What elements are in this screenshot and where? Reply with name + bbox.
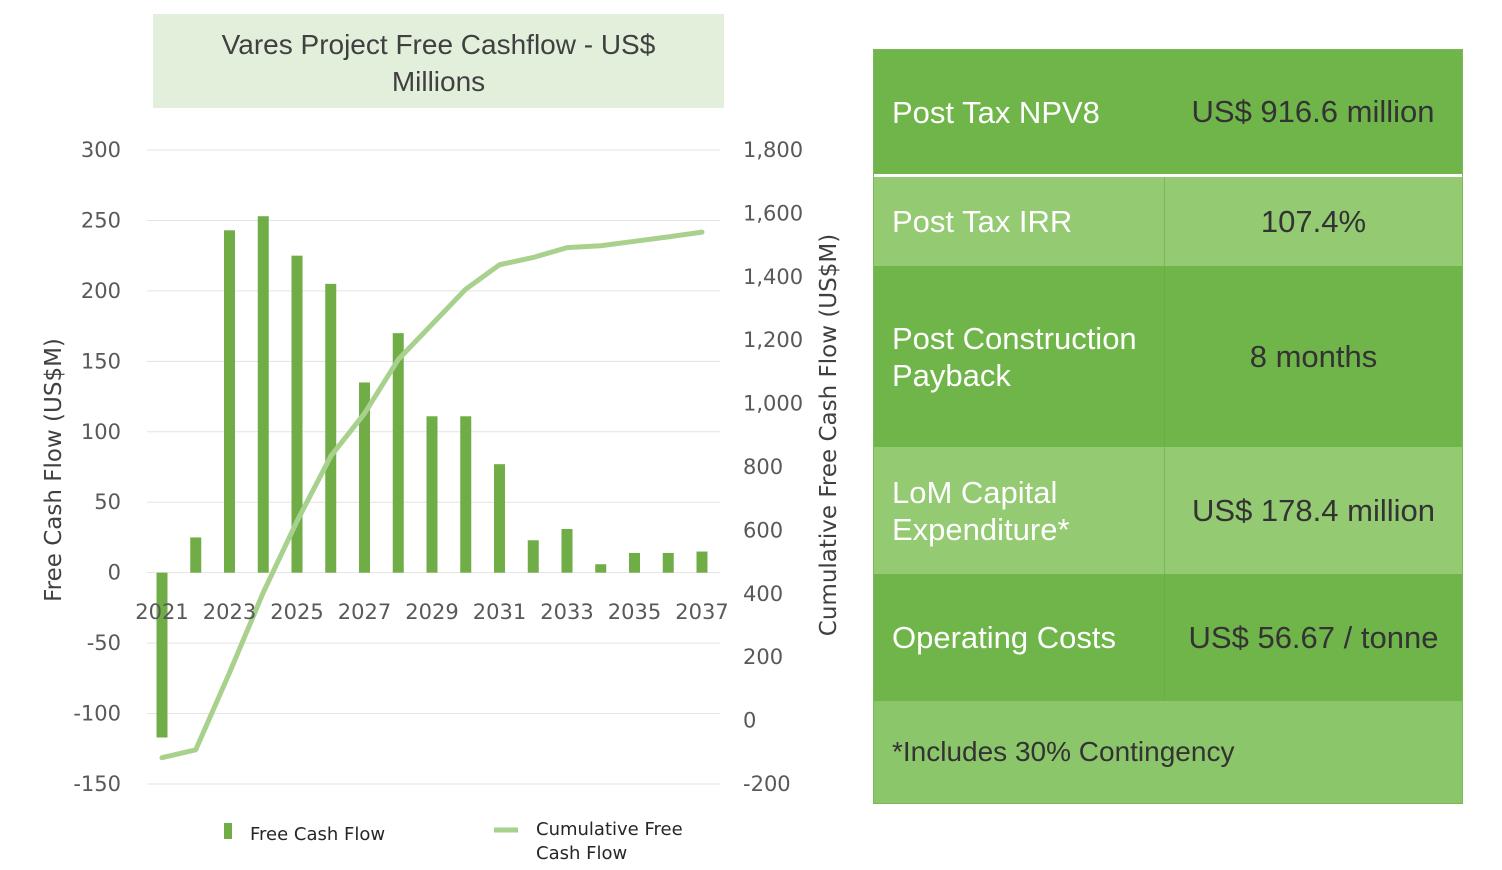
x-tick-label: 2029 — [405, 600, 458, 624]
bar-free-cash-flow-2023 — [224, 230, 235, 573]
capex-label: LoM Capital Expenditure* — [874, 447, 1164, 574]
left-tick-label: 200 — [81, 279, 121, 303]
x-tick-label: 2033 — [540, 600, 593, 624]
metric-row-irr: Post Tax IRR 107.4% — [874, 177, 1462, 266]
legend-bar-swatch — [224, 823, 232, 839]
left-tick-label: -150 — [73, 772, 121, 796]
legend: Free Cash Flow Cumulative Free Cash Flow — [224, 819, 683, 864]
left-tick-label: -100 — [73, 702, 121, 726]
bar-free-cash-flow-2032 — [527, 540, 539, 573]
metric-row-payback: Post Construction Payback 8 months — [874, 266, 1462, 447]
bar-free-cash-flow-2036 — [662, 552, 674, 573]
right-tick-label: 600 — [743, 518, 783, 542]
x-tick-label: 2035 — [608, 600, 661, 624]
line-cumulative-free-cash-flow — [159, 229, 705, 761]
npv-label: Post Tax NPV8 — [892, 94, 1100, 130]
x-tick-label: 2027 — [338, 600, 391, 624]
payback-label-line-1: Post Construction — [892, 320, 1137, 356]
contingency-footnote: *Includes 30% Contingency — [874, 701, 1462, 803]
left-tick-label: 100 — [81, 420, 121, 444]
bar-free-cash-flow-2029 — [426, 416, 438, 573]
opex-value: US$ 56.67 / tonne — [1164, 574, 1462, 701]
irr-label: Post Tax IRR — [892, 204, 1073, 239]
x-tick-label: 2021 — [135, 600, 188, 624]
right-tick-label: 800 — [743, 455, 783, 479]
legend-bar-label: Free Cash Flow — [250, 824, 385, 845]
metric-row-npv: Post Tax NPV8 US$ 916.6 million — [874, 50, 1462, 177]
cashflow-chart: 300 250 200 150 100 50 0 -50 -100 -150 1,800 1,600… — [41, 138, 842, 864]
right-axis-ticks: 1,800 1,600 1,400 1,200 1,000 800 600 400 200 0 -2… — [743, 138, 803, 796]
bar-series — [156, 216, 708, 738]
irr-value: 107.4% — [1164, 177, 1462, 266]
payback-label: Post Construction Payback — [874, 266, 1164, 447]
left-tick-label: 150 — [81, 349, 121, 373]
right-tick-label: 400 — [743, 582, 783, 606]
right-tick-label: 1,400 — [743, 265, 803, 289]
left-tick-label: -50 — [87, 631, 121, 655]
left-tick-label: 250 — [81, 208, 121, 232]
right-tick-label: 1,000 — [743, 392, 803, 416]
capex-label-line-1: LoM Capital — [892, 474, 1058, 510]
line-series — [159, 229, 705, 761]
bar-free-cash-flow-2025 — [291, 255, 303, 573]
right-tick-label: 200 — [743, 645, 783, 669]
x-tick-label: 2037 — [675, 600, 728, 624]
right-tick-label: 1,200 — [743, 328, 803, 352]
bar-free-cash-flow-2030 — [460, 416, 472, 573]
bar-free-cash-flow-2031 — [494, 464, 505, 573]
right-tick-label: 0 — [743, 709, 756, 733]
left-axis-title: Free Cash Flow (US$M) — [41, 338, 67, 602]
payback-label-line-2: Payback — [892, 357, 1011, 393]
x-tick-label: 2031 — [473, 600, 526, 624]
x-axis-ticks: 2021 2023 2025 2027 2029 2031 2033 2035 2037 — [135, 600, 728, 624]
chart-title: Vares Project Free Cashflow - US$ Millio… — [153, 14, 724, 108]
right-tick-label: 1,800 — [743, 138, 803, 162]
left-tick-label: 50 — [94, 490, 121, 514]
bar-free-cash-flow-2024 — [257, 216, 269, 573]
bar-free-cash-flow-2027 — [359, 382, 370, 573]
bar-free-cash-flow-2026 — [325, 283, 337, 573]
bar-free-cash-flow-2033 — [561, 528, 573, 573]
left-axis-ticks: 300 250 200 150 100 50 0 -50 -100 -150 — [73, 138, 121, 796]
bar-free-cash-flow-2028 — [392, 333, 404, 573]
left-tick-label: 0 — [108, 561, 121, 585]
right-tick-label: -200 — [743, 772, 791, 796]
bar-free-cash-flow-2022 — [190, 537, 202, 573]
bar-free-cash-flow-2021 — [156, 572, 168, 738]
left-tick-label: 300 — [81, 138, 121, 162]
opex-label: Operating Costs — [892, 620, 1116, 655]
bar-free-cash-flow-2035 — [629, 552, 640, 573]
bar-free-cash-flow-2037 — [696, 551, 708, 573]
legend-line-label-1: Cumulative Free — [536, 819, 683, 840]
capex-label-line-2: Expenditure* — [892, 511, 1070, 547]
metric-row-opex: Operating Costs US$ 56.67 / tonne — [874, 574, 1462, 701]
bar-free-cash-flow-2034 — [595, 564, 607, 573]
metric-row-capex: LoM Capital Expenditure* US$ 178.4 milli… — [874, 447, 1462, 574]
right-tick-label: 1,600 — [743, 201, 803, 225]
npv-value: US$ 916.6 million — [1191, 94, 1435, 129]
project-metrics-table: Post Tax NPV8 US$ 916.6 million Post Tax… — [873, 49, 1463, 804]
payback-value: 8 months — [1164, 266, 1462, 447]
right-axis-title: Cumulative Free Cash Flow (US$M) — [816, 234, 842, 636]
capex-value: US$ 178.4 million — [1164, 447, 1462, 574]
legend-line-label-2: Cash Flow — [536, 843, 627, 864]
x-tick-label: 2023 — [203, 600, 256, 624]
chart-title-text: Vares Project Free Cashflow - US$ Millio… — [221, 29, 656, 97]
x-tick-label: 2025 — [270, 600, 323, 624]
